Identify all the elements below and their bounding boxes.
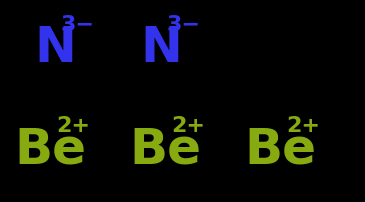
Text: 2+: 2+ xyxy=(287,116,320,136)
Text: N: N xyxy=(35,24,77,73)
Text: 3−: 3− xyxy=(61,15,95,35)
Text: Be: Be xyxy=(15,125,87,174)
Text: 2+: 2+ xyxy=(57,116,91,136)
Text: Be: Be xyxy=(130,125,201,174)
Text: N: N xyxy=(141,24,182,73)
Text: 3−: 3− xyxy=(167,15,201,35)
Text: 2+: 2+ xyxy=(172,116,205,136)
Text: Be: Be xyxy=(245,125,316,174)
